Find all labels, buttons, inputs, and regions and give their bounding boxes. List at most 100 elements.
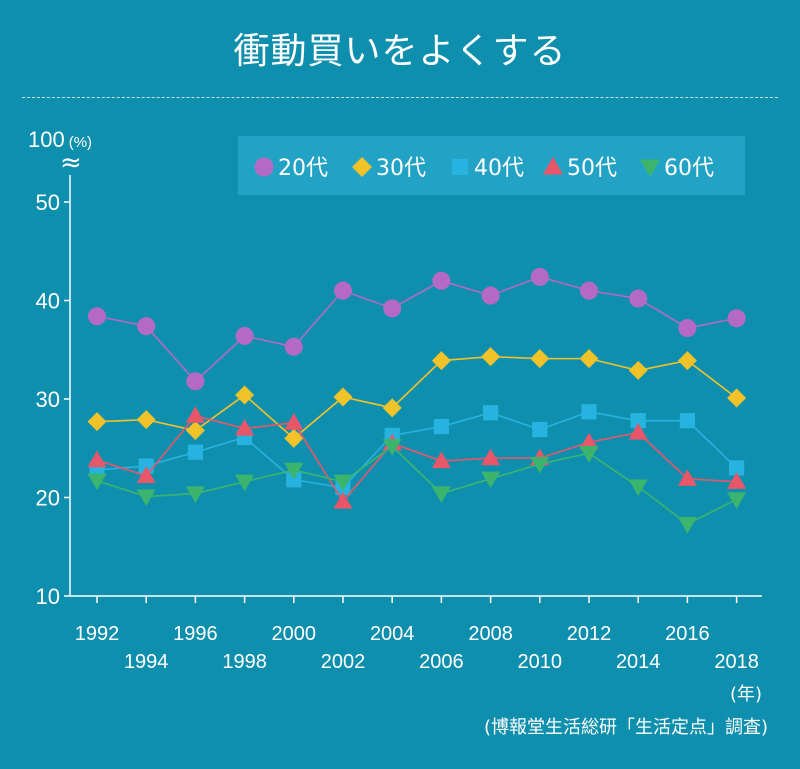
legend-label: 30代 — [376, 156, 426, 181]
y-tick-label: 20 — [36, 486, 60, 511]
data-point — [433, 418, 449, 435]
legend-label: 50代 — [567, 156, 617, 181]
series-circle — [87, 267, 746, 391]
y-axis-top-label: 100 — [28, 127, 65, 152]
chart-title: 衝動買いをよくする — [233, 31, 567, 72]
y-tick-label: 40 — [36, 289, 60, 314]
data-point — [481, 347, 501, 367]
x-tick-label: 2002 — [321, 651, 366, 673]
data-point — [333, 387, 353, 407]
data-point — [481, 471, 501, 489]
data-point — [727, 388, 747, 408]
data-point — [628, 479, 648, 497]
data-point — [629, 289, 648, 308]
x-tick-label: 1996 — [173, 623, 218, 645]
legend-marker — [254, 157, 274, 177]
x-tick-label: 2014 — [616, 651, 661, 673]
data-point — [481, 448, 501, 466]
x-tick-label: 2018 — [714, 651, 759, 673]
data-point — [630, 413, 646, 429]
data-point — [137, 317, 156, 336]
data-point — [185, 406, 205, 423]
data-point — [579, 432, 599, 450]
data-point — [187, 444, 203, 460]
x-tick-label: 2010 — [518, 651, 563, 673]
source-note: (博報堂生活総研「生活定点」調査) — [483, 717, 768, 738]
data-point — [186, 372, 205, 391]
x-tick-label: 2008 — [468, 623, 513, 645]
data-point — [136, 489, 156, 507]
title-divider — [22, 97, 778, 98]
data-point — [185, 486, 205, 504]
y-axis-unit: (%) — [68, 134, 93, 151]
series-line — [96, 410, 738, 489]
data-point — [579, 281, 599, 300]
data-point — [383, 299, 402, 318]
data-point — [136, 410, 156, 430]
data-point — [87, 307, 107, 326]
x-tick-label: 2000 — [272, 623, 317, 645]
data-point — [530, 349, 550, 369]
data-point — [481, 286, 500, 305]
data-point — [530, 267, 549, 286]
legend-label: 20代 — [278, 156, 328, 181]
legend-marker — [640, 159, 660, 177]
data-point — [284, 462, 304, 480]
data-point — [284, 337, 303, 356]
data-point — [579, 446, 599, 463]
data-point — [628, 360, 648, 380]
legend-marker — [543, 157, 563, 175]
axis-break-icon: ≈ — [60, 148, 82, 178]
data-point — [382, 439, 402, 456]
data-point — [138, 458, 154, 474]
series-diamond — [87, 347, 747, 448]
data-point — [579, 349, 599, 369]
data-point — [727, 492, 747, 509]
data-point — [532, 421, 548, 438]
data-point — [677, 469, 697, 486]
data-point — [679, 413, 695, 429]
data-point — [431, 451, 451, 469]
data-point — [727, 309, 746, 328]
x-tick-label: 1992 — [75, 623, 120, 645]
y-axis-header: 100 (%) — [28, 127, 92, 153]
x-axis-unit: (年) — [729, 684, 762, 705]
data-point — [432, 271, 451, 290]
data-point — [431, 486, 451, 504]
y-tick-label: 50 — [36, 190, 60, 215]
legend-label: 60代 — [664, 156, 714, 181]
data-point — [87, 450, 107, 468]
data-point — [235, 385, 255, 405]
data-point — [235, 326, 254, 345]
series-triangle-down — [87, 439, 747, 534]
data-point — [530, 456, 550, 474]
y-tick-label: 10 — [36, 584, 60, 609]
legend-marker — [352, 157, 372, 177]
data-point — [729, 460, 745, 476]
x-tick-label: 2006 — [419, 651, 464, 673]
x-tick-label: 2004 — [370, 623, 415, 645]
data-point — [333, 491, 353, 509]
data-point — [333, 474, 353, 492]
data-point — [136, 466, 156, 483]
data-point — [581, 404, 597, 420]
data-point — [333, 281, 353, 300]
x-tick-label: 1994 — [124, 651, 169, 673]
x-tick-label: 2016 — [665, 623, 710, 645]
x-tick-label: 2012 — [567, 623, 612, 645]
x-tick-label: 1998 — [222, 651, 267, 673]
data-point — [284, 413, 304, 430]
data-point — [286, 472, 302, 488]
y-tick-label: 30 — [36, 387, 60, 412]
data-point — [483, 405, 499, 421]
data-point — [382, 398, 402, 418]
data-point — [185, 421, 205, 441]
data-point — [628, 422, 648, 440]
data-point — [284, 428, 304, 448]
data-point — [678, 319, 697, 338]
data-point — [677, 516, 697, 534]
data-point — [431, 351, 451, 371]
legend-label: 40代 — [474, 156, 524, 181]
series-line — [96, 414, 737, 503]
